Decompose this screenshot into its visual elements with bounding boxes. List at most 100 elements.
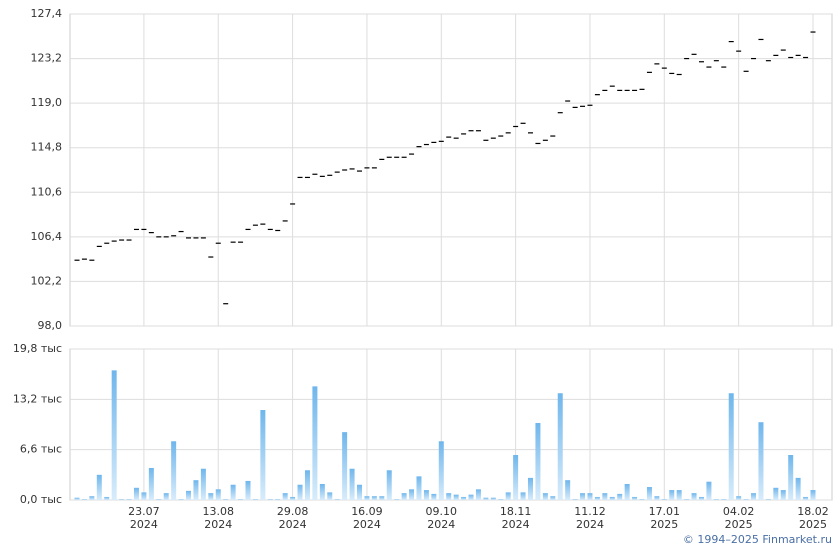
volume-bar <box>795 477 801 500</box>
volume-bar <box>736 496 742 500</box>
volume-bar <box>275 499 281 500</box>
y-tick-label: 6,6 тыс <box>20 443 62 456</box>
x-tick-label: 16.09 2024 <box>351 505 383 531</box>
volume-bar <box>334 499 340 500</box>
x-tick-label: 04.02 2025 <box>722 505 755 531</box>
volume-bar <box>810 490 816 500</box>
volume-bar <box>394 499 400 500</box>
volume-bar <box>721 499 727 500</box>
volume-bar <box>572 499 578 500</box>
x-tick-label: 13.08 2024 <box>202 505 235 531</box>
volume-bar <box>646 487 652 500</box>
y-tick-label: 0,0 тыс <box>20 493 62 506</box>
volume-bar <box>297 484 303 500</box>
volume-bar <box>565 480 571 500</box>
volume-bar <box>446 493 452 500</box>
y-tick-label: 19,8 тыс <box>13 342 62 355</box>
y-tick-label: 127,4 <box>31 7 63 20</box>
volume-bar <box>401 493 407 500</box>
volume-bar <box>594 496 600 500</box>
volume-bar <box>342 432 348 500</box>
volume-bar <box>431 493 437 500</box>
volume-bar <box>230 484 236 500</box>
volume-bar <box>260 410 266 500</box>
volume-bar <box>156 499 162 500</box>
volume-bar <box>223 499 229 500</box>
volume-bar <box>557 393 563 500</box>
volume-bar <box>186 490 192 500</box>
volume-bar <box>483 497 489 500</box>
volume-bar <box>386 470 392 500</box>
volume-bar <box>602 493 608 500</box>
volume-bar <box>267 499 273 500</box>
volume-bar <box>371 496 377 500</box>
volume-bar <box>327 492 333 500</box>
x-tick-label: 09.10 2024 <box>425 505 458 531</box>
volume-bar <box>357 484 363 500</box>
volume-bar <box>89 496 95 500</box>
volume-bar <box>104 496 110 500</box>
volume-bar <box>141 492 147 500</box>
volume-bar <box>654 496 660 500</box>
volume-bar <box>713 499 719 500</box>
volume-bar <box>290 496 296 500</box>
y-tick-label: 13,2 тыс <box>13 392 62 405</box>
y-tick-label: 110,6 <box>31 185 63 198</box>
volume-bar <box>349 468 355 500</box>
volume-bar <box>758 422 764 500</box>
volume-bar <box>624 483 630 500</box>
volume-bar <box>475 489 481 500</box>
volume-bar <box>178 499 184 500</box>
volume-bar <box>193 480 199 500</box>
x-tick-label: 29.08 2024 <box>276 505 309 531</box>
volume-bar <box>550 496 556 500</box>
x-tick-label: 23.07 2024 <box>128 505 160 531</box>
volume-bar <box>780 490 786 500</box>
volume-bar <box>148 467 154 500</box>
volume-bar <box>698 496 704 500</box>
volume-bar <box>490 497 496 500</box>
volume-bar <box>498 499 504 500</box>
volume-bar <box>609 496 615 500</box>
volume-bar <box>319 483 325 500</box>
volume-bar <box>364 496 370 500</box>
volume-bar <box>587 493 593 500</box>
volume-bar <box>133 487 139 500</box>
volume-bar <box>81 499 87 500</box>
y-tick-label: 123,2 <box>31 52 63 65</box>
volume-bar <box>379 496 385 500</box>
volume-bar <box>171 441 177 500</box>
volume-bar <box>691 493 697 500</box>
volume-bar <box>505 492 511 500</box>
volume-bar <box>765 499 771 500</box>
y-tick-label: 98,0 <box>38 319 63 332</box>
volume-bar <box>252 499 258 500</box>
y-tick-label: 119,0 <box>31 96 63 109</box>
volume-bar <box>527 477 533 500</box>
plot-frame <box>69 348 833 501</box>
volume-bar <box>513 455 519 500</box>
volume-bar <box>304 470 310 500</box>
volume-bar <box>215 489 221 500</box>
volume-bar <box>706 481 712 500</box>
volume-bar <box>163 493 169 500</box>
volume-bar <box>535 422 541 500</box>
volume-bar <box>126 499 132 500</box>
copyright: © 1994–2025 Finmarket.ru <box>682 533 832 546</box>
volume-bar <box>580 493 586 500</box>
volume-bar <box>416 476 422 500</box>
volume-bar <box>468 494 474 500</box>
volume-bar <box>74 497 80 500</box>
volume-bar <box>423 490 429 500</box>
volume-bar <box>245 480 251 500</box>
volume-bar <box>684 499 690 500</box>
y-tick-label: 106,4 <box>31 230 63 243</box>
volume-bar <box>312 386 318 500</box>
volume-bar <box>661 499 667 500</box>
volume-bar <box>238 499 244 500</box>
x-tick-label: 18.02 2025 <box>797 505 829 531</box>
volume-bar <box>461 496 467 500</box>
volume-bar <box>743 499 749 500</box>
